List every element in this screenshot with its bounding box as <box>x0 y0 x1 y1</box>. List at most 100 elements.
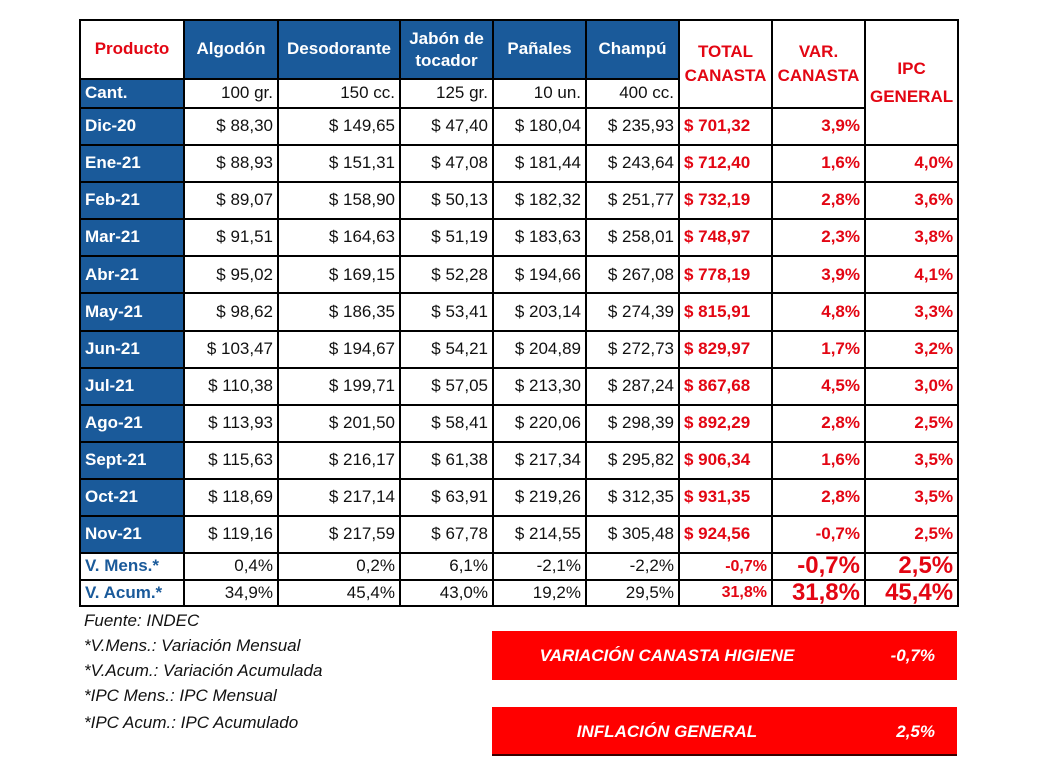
var-canasta-cell: 1,7% <box>771 329 866 369</box>
ipc-general-cell: 3,6% <box>863 181 960 221</box>
summary-cell: 6,1% <box>399 552 494 581</box>
price-cell: $ 295,82 <box>585 440 680 480</box>
ipc-general-cell: 3,8% <box>863 218 960 258</box>
var-canasta-cell: 1,6% <box>771 440 866 480</box>
price-cell: $ 182,32 <box>492 181 587 221</box>
price-cell: $ 47,08 <box>399 144 494 184</box>
price-cell: $ 220,06 <box>492 403 587 443</box>
price-cell: $ 58,41 <box>399 403 494 443</box>
price-cell: $ 214,55 <box>492 515 587 555</box>
var-canasta-cell: 2,8% <box>771 181 866 221</box>
header-champu: Champú <box>585 19 680 80</box>
month-label: Ene-21 <box>79 144 185 184</box>
quantity-label: Cant. <box>79 78 185 109</box>
price-cell: $ 51,19 <box>399 218 494 258</box>
quantity-row: Cant. 100 gr. 150 cc. 125 gr. 10 un. 400… <box>79 78 958 109</box>
footnote: *IPC Acum.: IPC Acumulado <box>84 713 299 732</box>
total-canasta-cell: $ 906,34 <box>678 440 773 480</box>
price-cell: $ 267,08 <box>585 255 680 295</box>
total-canasta-cell: $ 931,35 <box>678 477 773 518</box>
price-cell: $ 181,44 <box>492 144 587 184</box>
month-label: Dic-20 <box>79 106 185 147</box>
var-canasta-cell: 2,3% <box>771 218 866 258</box>
summary-var-cell: -0,7% <box>771 552 866 581</box>
total-canasta-cell: $ 815,91 <box>678 292 773 332</box>
summary-ipc-cell: 2,5% <box>863 552 960 581</box>
table-row: Jun-21 $ 103,47 $ 194,67 $ 54,21 $ 204,89 $ 2… <box>79 329 960 369</box>
var-canasta-cell: 1,6% <box>771 144 866 184</box>
price-cell: $ 201,50 <box>277 403 401 443</box>
price-cell: $ 219,26 <box>492 477 587 518</box>
price-table: Producto Algodón Desodorante Jabón de to… <box>79 18 960 608</box>
header-jabon-text: Jabón de tocador <box>409 29 484 70</box>
price-cell: $ 110,38 <box>183 366 279 406</box>
price-cell: $ 53,41 <box>399 292 494 332</box>
table-row: Feb-21 $ 89,07 $ 158,90 $ 50,13 $ 182,32 $ 25… <box>79 181 960 221</box>
price-cell: $ 149,65 <box>277 106 401 147</box>
price-cell: $ 115,63 <box>183 440 279 480</box>
table-row: Jul-21 $ 110,38 $ 199,71 $ 57,05 $ 213,30 $ 2… <box>79 366 960 406</box>
summary-cell: 0,4% <box>183 552 279 581</box>
summary-row: V. Acum.* 34,9% 45,4% 43,0% 19,2% 29,5% 31,8% 3… <box>79 578 960 608</box>
price-cell: $ 217,59 <box>277 515 401 555</box>
price-cell: $ 203,14 <box>492 292 587 332</box>
summary-total-cell: 31,8% <box>678 578 773 608</box>
price-cell: $ 186,35 <box>277 292 401 332</box>
price-cell: $ 180,04 <box>492 106 587 147</box>
table-row: Nov-21 $ 119,16 $ 217,59 $ 67,78 $ 214,55 $ 3… <box>79 515 960 555</box>
var-canasta-cell: 3,9% <box>771 255 866 295</box>
price-cell: $ 312,35 <box>585 477 680 518</box>
header-total-canasta-text: TOTAL CANASTA <box>684 42 767 85</box>
footnote: *V.Mens.: Variación Mensual <box>84 636 301 655</box>
price-cell: $ 54,21 <box>399 329 494 369</box>
var-canasta-cell: 3,9% <box>771 106 866 147</box>
var-canasta-cell: 2,8% <box>771 403 866 443</box>
table-row: Mar-21 $ 91,51 $ 164,63 $ 51,19 $ 183,63 $ 25… <box>79 218 960 258</box>
total-canasta-cell: $ 892,29 <box>678 403 773 443</box>
ipc-general-cell: 2,5% <box>863 515 960 555</box>
summary-cell: 19,2% <box>492 578 587 608</box>
footnote: *V.Acum.: Variación Acumulada <box>84 661 323 680</box>
summary-cell: 0,2% <box>277 552 401 581</box>
table-row: Sept-21 $ 115,63 $ 216,17 $ 61,38 $ 217,34 $ … <box>79 440 960 480</box>
price-cell: $ 251,77 <box>585 181 680 221</box>
var-canasta-cell: -0,7% <box>771 515 866 555</box>
var-canasta-cell: 4,5% <box>771 366 866 406</box>
price-cell: $ 119,16 <box>183 515 279 555</box>
price-cell: $ 61,38 <box>399 440 494 480</box>
banner-canasta-higiene: VARIACIÓN CANASTA HIGIENE -0,7% <box>492 631 957 680</box>
ipc-general-cell: 3,3% <box>863 292 960 332</box>
total-canasta-cell: $ 778,19 <box>678 255 773 295</box>
price-cell: $ 194,66 <box>492 255 587 295</box>
price-cell: $ 169,15 <box>277 255 401 295</box>
month-label: Feb-21 <box>79 181 185 221</box>
summary-cell: 45,4% <box>277 578 401 608</box>
price-cell: $ 298,39 <box>585 403 680 443</box>
banner-label: INFLACIÓN GENERAL <box>576 722 758 741</box>
price-cell: $ 217,34 <box>492 440 587 480</box>
price-cell: $ 199,71 <box>277 366 401 406</box>
summary-label: V. Acum.* <box>79 578 185 608</box>
summary-cell: 34,9% <box>183 578 279 608</box>
header-ipc-general: IPC GENERAL <box>863 18 960 147</box>
price-cell: $ 216,17 <box>277 440 401 480</box>
quantity-cell: 100 gr. <box>183 78 279 109</box>
price-cell: $ 235,93 <box>585 106 680 147</box>
price-cell: $ 118,69 <box>183 477 279 518</box>
var-canasta-cell: 4,8% <box>771 292 866 332</box>
header-panales: Pañales <box>492 19 587 80</box>
price-cell: $ 57,05 <box>399 366 494 406</box>
ipc-general-cell: 3,2% <box>863 329 960 369</box>
month-label: Jul-21 <box>79 366 185 406</box>
summary-label: V. Mens.* <box>79 552 185 581</box>
banner-inflacion-general: INFLACIÓN GENERAL 2,5% <box>492 707 957 756</box>
price-cell: $ 50,13 <box>399 181 494 221</box>
total-canasta-cell: $ 712,40 <box>678 144 773 184</box>
total-canasta-cell: $ 748,97 <box>678 218 773 258</box>
header-ipc-general-text: IPC GENERAL <box>870 59 954 106</box>
price-cell: $ 52,28 <box>399 255 494 295</box>
ipc-general-cell: 4,0% <box>863 144 960 184</box>
price-cell: $ 63,91 <box>399 477 494 518</box>
header-desodorante: Desodorante <box>277 19 401 80</box>
header-var-canasta: VAR. CANASTA <box>771 19 866 109</box>
